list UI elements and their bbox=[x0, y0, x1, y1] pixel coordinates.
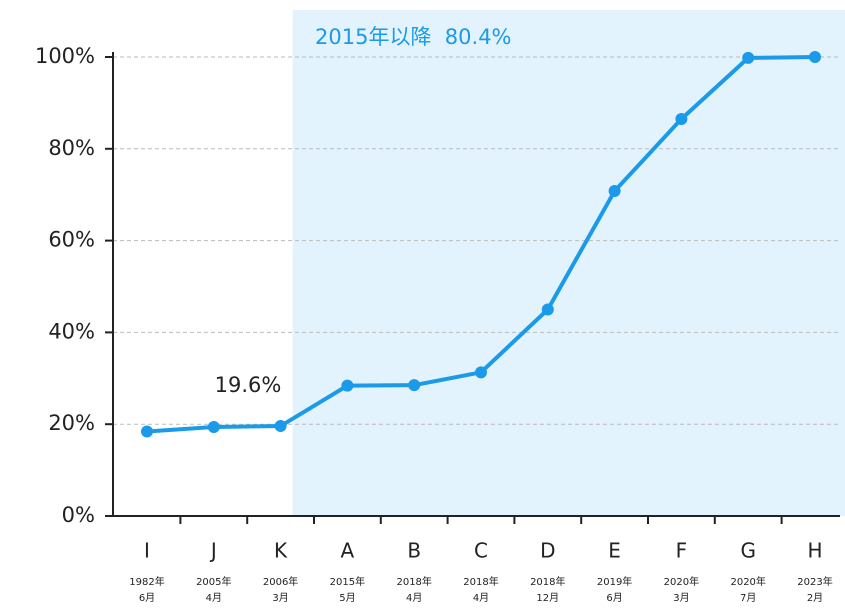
x-date-label: 2020年 bbox=[730, 575, 765, 588]
x-tick-label: F bbox=[676, 539, 688, 563]
x-date-label: 2018年 bbox=[396, 575, 431, 588]
point bbox=[408, 379, 421, 392]
x-date-label: 4月 bbox=[406, 592, 422, 604]
x-date-label: 7月 bbox=[740, 592, 756, 604]
y-tick-label: 40% bbox=[48, 319, 95, 343]
x-tick-label: I bbox=[144, 539, 150, 563]
x-date-label: 2023年 bbox=[797, 575, 832, 588]
x-tick-label: H bbox=[807, 539, 822, 563]
x-tick-label: B bbox=[407, 539, 421, 563]
y-tick-label: 0% bbox=[62, 503, 95, 527]
x-date-label: 2006年 bbox=[263, 575, 298, 588]
y-tick-label: 20% bbox=[48, 411, 95, 435]
x-tick-label: G bbox=[740, 539, 756, 563]
annotation: 2015年以降 80.4% bbox=[315, 25, 512, 49]
point bbox=[207, 420, 220, 433]
x-date-label: 2005年 bbox=[196, 575, 231, 588]
point bbox=[809, 51, 821, 63]
point bbox=[608, 185, 621, 198]
x-tick-label: D bbox=[540, 539, 555, 563]
y-tick-label: 60% bbox=[48, 228, 95, 252]
x-tick-label: J bbox=[209, 539, 217, 563]
x-date-label: 3月 bbox=[272, 592, 288, 604]
annotation: 19.6% bbox=[215, 373, 282, 397]
point bbox=[475, 366, 487, 379]
point bbox=[274, 420, 287, 433]
x-date-label: 3月 bbox=[673, 592, 689, 604]
x-date-label: 4月 bbox=[473, 592, 489, 604]
x-tick-label: K bbox=[274, 539, 288, 563]
highlight-region bbox=[292, 10, 845, 516]
x-date-label: 2015年 bbox=[330, 575, 365, 588]
point bbox=[675, 112, 688, 125]
x-date-label: 4月 bbox=[206, 592, 222, 604]
x-date-label: 2018年 bbox=[463, 575, 498, 588]
point bbox=[742, 51, 755, 64]
x-date-label: 1982年 bbox=[129, 575, 164, 588]
x-tick-label: C bbox=[474, 539, 488, 563]
y-tick-label: 80% bbox=[48, 136, 95, 160]
x-date-label: 12月 bbox=[536, 592, 559, 604]
x-date-label: 2018年 bbox=[530, 575, 565, 588]
x-date-label: 6月 bbox=[606, 592, 622, 604]
x-date-label: 5月 bbox=[339, 592, 355, 604]
x-tick-label: A bbox=[341, 539, 355, 563]
point bbox=[141, 425, 153, 438]
x-date-label: 2019年 bbox=[597, 575, 632, 588]
y-tick-label: 100% bbox=[35, 44, 95, 68]
x-date-label: 6月 bbox=[139, 592, 155, 604]
x-date-label: 2月 bbox=[807, 592, 823, 604]
x-tick-label: E bbox=[608, 539, 621, 563]
x-date-label: 2020年 bbox=[664, 575, 699, 588]
point bbox=[541, 303, 554, 316]
point bbox=[341, 379, 354, 392]
